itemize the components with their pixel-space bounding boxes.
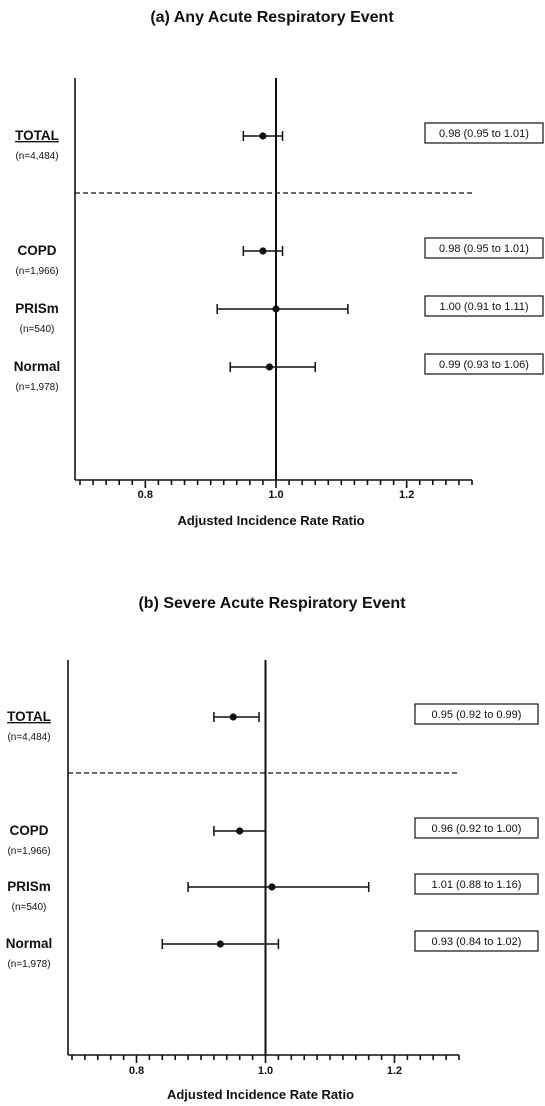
- x-tick-label: 1.2: [399, 489, 414, 501]
- group-n-label: (n=540): [12, 902, 47, 913]
- forest-row-prism: PRISm (n=540) 1.00 (0.91 to 1.11): [15, 295, 544, 335]
- forest-row-total: TOTAL (n=4,484) 0.98 (0.95 to 1.01): [15, 122, 544, 162]
- group-label: COPD: [17, 243, 56, 258]
- ci-text: 0.96 (0.92 to 1.00): [432, 823, 522, 835]
- ci-text-box: [414, 873, 539, 895]
- forest-panel-b: (b) Severe Acute Respiratory Event 0.8 1.0…: [6, 595, 539, 1102]
- group-n-label: (n=1,966): [7, 846, 50, 857]
- group-label: TOTAL: [7, 709, 51, 724]
- point-estimate: [272, 305, 280, 313]
- panel-title: (a) Any Acute Respiratory Event: [150, 9, 394, 26]
- forest-row-copd: COPD (n=1,966) 0.96 (0.92 to 1.00): [7, 817, 539, 857]
- ci-text: 0.99 (0.93 to 1.06): [439, 359, 529, 371]
- point-estimate: [268, 883, 276, 891]
- forest-row-total: TOTAL (n=4,484) 0.95 (0.92 to 0.99): [7, 703, 539, 743]
- ci-text: 1.00 (0.91 to 1.11): [439, 301, 528, 313]
- group-label: PRISm: [7, 879, 51, 894]
- point-estimate: [229, 713, 237, 721]
- x-tick-label: 1.2: [387, 1065, 402, 1077]
- group-label: COPD: [9, 823, 48, 838]
- group-label: Normal: [14, 359, 61, 374]
- x-axis-label: Adjusted Incidence Rate Ratio: [167, 1087, 354, 1102]
- ci-text-box: [424, 237, 544, 259]
- x-axis-label: Adjusted Incidence Rate Ratio: [177, 513, 364, 528]
- panel-title: (b) Severe Acute Respiratory Event: [138, 595, 406, 612]
- point-estimate: [236, 827, 244, 835]
- x-tick-label: 0.8: [129, 1065, 144, 1077]
- x-tick-label: 0.8: [138, 489, 153, 501]
- group-n-label: (n=540): [20, 324, 55, 335]
- forest-row-normal: Normal (n=1,978) 0.93 (0.84 to 1.02): [6, 930, 539, 970]
- ci-text-box: [414, 703, 539, 725]
- forest-panel-a: (a) Any Acute Respiratory Event 0.8 1.0 1.2…: [14, 9, 544, 528]
- point-estimate: [259, 132, 267, 140]
- ci-text: 1.01 (0.88 to 1.16): [432, 879, 522, 891]
- point-estimate: [216, 940, 224, 948]
- forest-row-prism: PRISm (n=540) 1.01 (0.88 to 1.16): [7, 873, 539, 913]
- forest-row-normal: Normal (n=1,978) 0.99 (0.93 to 1.06): [14, 353, 544, 393]
- ci-text-box: [424, 122, 544, 144]
- group-label: Normal: [6, 936, 53, 951]
- ci-text-box: [414, 817, 539, 839]
- ci-text: 0.93 (0.84 to 1.02): [432, 936, 522, 948]
- group-label: PRISm: [15, 301, 59, 316]
- ci-text: 0.98 (0.95 to 1.01): [439, 243, 529, 255]
- ci-text-box: [414, 930, 539, 952]
- forest-row-copd: COPD (n=1,966) 0.98 (0.95 to 1.01): [15, 237, 544, 277]
- group-n-label: (n=4,484): [15, 151, 58, 162]
- x-tick-label: 1.0: [268, 489, 283, 501]
- group-n-label: (n=4,484): [7, 732, 50, 743]
- ci-text-box: [424, 353, 544, 375]
- group-n-label: (n=1,966): [15, 266, 58, 277]
- group-n-label: (n=1,978): [15, 382, 58, 393]
- group-label: TOTAL: [15, 128, 59, 143]
- ci-text: 0.95 (0.92 to 0.99): [432, 709, 522, 721]
- ci-text-box: [424, 295, 544, 317]
- x-tick-label: 1.0: [258, 1065, 273, 1077]
- point-estimate: [259, 247, 267, 255]
- point-estimate: [265, 363, 274, 371]
- ci-text: 0.98 (0.95 to 1.01): [439, 128, 529, 140]
- group-n-label: (n=1,978): [7, 959, 50, 970]
